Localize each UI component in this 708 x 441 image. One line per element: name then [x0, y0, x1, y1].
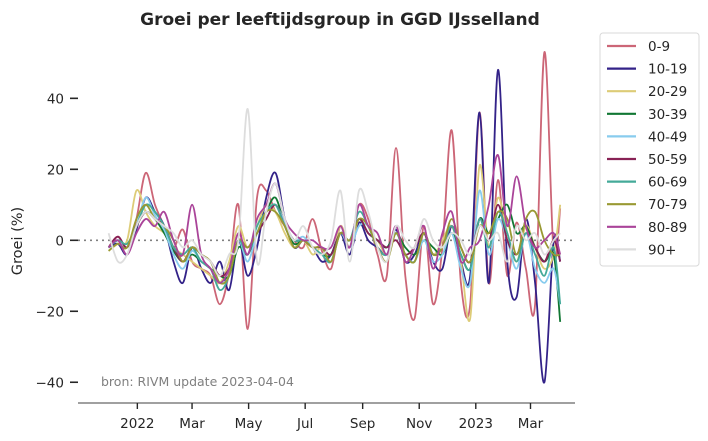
legend-label: 0-9 — [648, 39, 670, 55]
x-tick-label: May — [235, 416, 263, 432]
series-line-70-79 — [108, 203, 561, 285]
legend-label: 60-69 — [648, 175, 687, 191]
y-tick-label: −40 — [36, 375, 65, 391]
legend-label: 40-49 — [648, 129, 687, 145]
plot-area — [78, 51, 575, 384]
series-group — [107, 51, 562, 384]
legend-label: 50-59 — [648, 152, 687, 168]
y-tick-label: 0 — [55, 233, 64, 249]
x-tick-label: Nov — [406, 416, 432, 432]
source-annotation: bron: RIVM update 2023-04-04 — [101, 374, 294, 389]
x-tick-label: Jul — [296, 416, 313, 432]
legend-label: 90+ — [648, 242, 677, 258]
legend: 0-9 10-19 20-29 30-39 40-49 50-59 60-69 70-79 80… — [599, 32, 700, 267]
x-tick-label: 2022 — [120, 416, 154, 432]
x-tick-label: Sep — [350, 416, 375, 432]
series-line-80-89 — [107, 154, 562, 284]
chart-title: Groei per leeftijdsgroup in GGD IJssella… — [140, 10, 540, 30]
x-tick-label: Mar — [179, 416, 205, 432]
series-line-90-plus — [107, 108, 561, 277]
x-tick-label: 2023 — [459, 416, 493, 432]
legend-label: 10-19 — [648, 62, 687, 78]
legend-label: 70-79 — [648, 197, 687, 213]
y-tick-label: 40 — [47, 91, 64, 107]
x-tick-label: Mar — [518, 416, 544, 432]
legend-label: 80-89 — [648, 220, 687, 236]
legend-label: 30-39 — [648, 107, 687, 123]
x-axis: 2022 Mar May Jul Sep Nov 2023 Mar — [78, 402, 575, 432]
y-tick-label: −20 — [36, 304, 65, 320]
y-axis: 40 20 0 −20 −40 — [36, 91, 78, 391]
legend-label: 20-29 — [648, 84, 687, 100]
y-axis-label: Groei (%) — [10, 207, 26, 275]
y-tick-label: 20 — [47, 162, 64, 178]
